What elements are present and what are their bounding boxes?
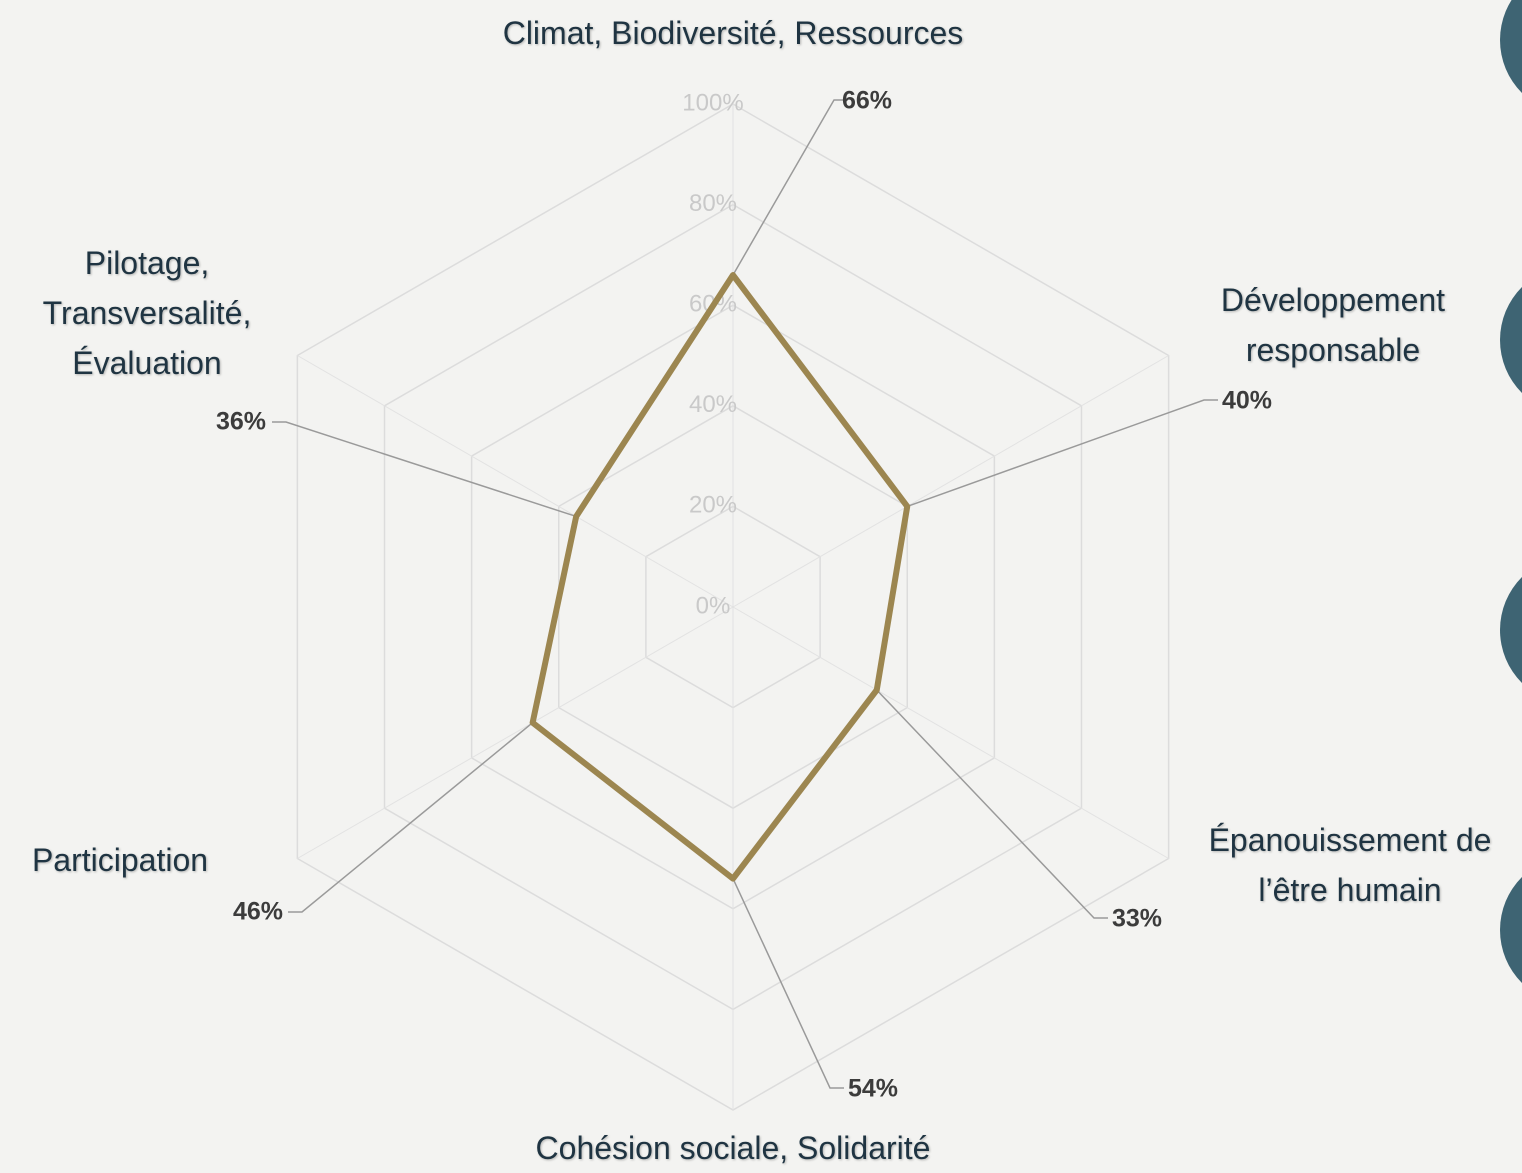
grid-spoke <box>732 355 1169 608</box>
decor-circle <box>1500 0 1522 94</box>
value-label: 54% <box>848 1075 898 1103</box>
tick-label: 40% <box>689 391 737 418</box>
value-label: 36% <box>216 408 266 436</box>
value-label: 40% <box>1222 387 1272 415</box>
decoration <box>1500 0 1522 984</box>
tick-label: 20% <box>689 492 737 519</box>
leader-line <box>272 421 577 518</box>
value-label: 46% <box>233 898 283 926</box>
leader-line <box>288 722 534 913</box>
leader-line <box>876 689 1108 919</box>
series-line <box>529 272 911 882</box>
category-label: Cohésion sociale, Solidarité <box>535 1130 931 1166</box>
value-label: 33% <box>1112 905 1162 933</box>
grid-spoke <box>297 355 734 608</box>
category-label: Épanouissement de l’être humain <box>1208 822 1492 908</box>
tick-label: 0% <box>696 592 731 619</box>
grid-spoke <box>297 606 734 859</box>
leader-line <box>732 878 844 1089</box>
grid-spoke <box>732 606 1169 859</box>
category-label: Participation <box>31 842 209 878</box>
tick-label: 80% <box>689 190 737 217</box>
leader-line <box>906 399 1218 508</box>
category-label: Développement responsable <box>1220 282 1446 368</box>
decor-circle <box>1500 576 1522 684</box>
decor-circle <box>1500 286 1522 394</box>
category-label: Climat, Biodiversité, Ressources <box>502 15 964 51</box>
decor-circle <box>1500 876 1522 984</box>
leader-line <box>732 99 848 276</box>
tick-label: 100% <box>682 89 743 116</box>
value-label: 66% <box>842 87 892 115</box>
category-label: Pilotage, Transversalité, Évaluation <box>42 245 252 381</box>
